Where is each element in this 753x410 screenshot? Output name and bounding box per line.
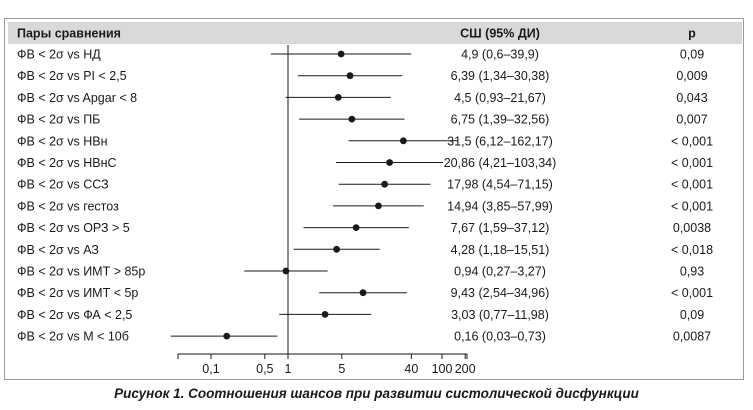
header-p: p: [688, 27, 696, 41]
row-label: ФВ < 2σ vs PI < 2,5: [17, 69, 127, 83]
or-ci-value: 20,86 (4,21–103,34): [444, 156, 557, 170]
forest-row: ФВ < 2σ vs НД 4,9 (0,6–39,9) 0,09: [17, 48, 704, 62]
or-point: [352, 224, 360, 232]
or-ci-value: 6,39 (1,34–30,38): [451, 69, 550, 83]
p-value: < 0,018: [671, 243, 713, 257]
x-tick-label: 40: [404, 362, 418, 376]
or-point: [223, 332, 231, 340]
or-point: [337, 50, 345, 58]
p-value: < 0,001: [671, 178, 713, 192]
forest-row: ФВ < 2σ vs НВнС 20,86 (4,21–103,34) < 0,00…: [17, 156, 713, 170]
p-value: 0,09: [680, 48, 704, 62]
row-label: ФВ < 2σ vs ФА < 2,5: [17, 308, 132, 322]
or-point: [386, 159, 393, 166]
forest-plot: Пары сравнения СШ (95% ДИ) p ФВ < 2σ vs …: [8, 22, 742, 376]
row-label: ФВ < 2σ vs ИМТ < 5р: [17, 286, 138, 300]
p-value: < 0,001: [671, 286, 713, 300]
p-value: 0,09: [680, 308, 704, 322]
or-point: [359, 289, 367, 297]
forest-row: ФВ < 2σ vs АЗ 4,28 (1,18–15,51) < 0,018: [17, 243, 713, 257]
row-label: ФВ < 2σ vs ИМТ > 85р: [17, 265, 145, 279]
or-point: [375, 202, 382, 210]
row-label: ФВ < 2σ vs Apgar < 8: [17, 91, 137, 105]
or-ci-value: 0,16 (0,03–0,73): [454, 330, 546, 344]
x-tick-label: 5: [338, 362, 345, 376]
or-ci-value: 4,28 (1,18–15,51): [451, 243, 550, 257]
or-ci-value: 9,43 (2,54–34,96): [451, 286, 550, 300]
header-pairs: Пары сравнения: [17, 27, 121, 41]
row-label: ФВ < 2σ vs гестоз: [17, 199, 119, 213]
forest-row: ФВ < 2σ vs ФА < 2,5 3,03 (0,77–11,98) 0,09: [17, 308, 704, 322]
x-tick-label: 1: [285, 362, 292, 376]
x-tick-label: 200: [455, 362, 476, 376]
forest-row: ФВ < 2σ vs НВн 31,5 (6,12–162,17) < 0,001: [17, 134, 713, 148]
row-label: ФВ < 2σ vs НД: [17, 48, 101, 62]
p-value: 0,007: [676, 113, 707, 127]
p-value: < 0,001: [671, 156, 713, 170]
or-point: [381, 180, 389, 188]
or-ci-value: 31,5 (6,12–162,17): [447, 134, 553, 148]
figure-frame: Пары сравнения СШ (95% ДИ) p ФВ < 2σ vs …: [4, 18, 744, 380]
or-ci-value: 0,94 (0,27–3,27): [454, 265, 546, 279]
forest-row: ФВ < 2σ vs ССЗ 17,98 (4,54–71,15) < 0,001: [17, 178, 713, 192]
or-point: [321, 311, 329, 318]
forest-row: ФВ < 2σ vs гестоз 14,94 (3,85–57,99) < 0,0…: [17, 199, 713, 213]
forest-row: ФВ < 2σ vs PI < 2,5 6,39 (1,34–30,38) 0,00…: [17, 69, 708, 83]
or-ci-value: 7,67 (1,59–37,12): [451, 221, 550, 235]
forest-row: ФВ < 2σ vs ПБ 6,75 (1,39–32,56) 0,007: [17, 113, 708, 127]
row-label: ФВ < 2σ vs М < 10б: [17, 330, 129, 344]
figure-caption: Рисунок 1. Соотношения шансов при развит…: [114, 386, 639, 401]
header-band: [8, 22, 742, 44]
row-label: ФВ < 2σ vs ПБ: [17, 113, 100, 127]
x-tick-label: 0,5: [256, 362, 273, 376]
x-tick-label: 100: [432, 362, 453, 376]
or-point: [348, 115, 356, 123]
forest-row: ФВ < 2σ vs ОРЗ > 5 7,67 (1,59–37,12) 0,003…: [17, 221, 711, 235]
or-ci-value: 3,03 (0,77–11,98): [451, 308, 549, 322]
or-ci-value: 17,98 (4,54–71,15): [447, 178, 553, 192]
or-ci-value: 4,5 (0,93–21,67): [454, 91, 546, 105]
p-value: < 0,001: [671, 199, 713, 213]
row-label: ФВ < 2σ vs ССЗ: [17, 178, 109, 192]
p-value: 0,009: [676, 69, 707, 83]
or-ci-value: 14,94 (3,85–57,99): [447, 199, 553, 213]
forest-row: ФВ < 2σ vs Apgar < 8 4,5 (0,93–21,67) 0,04…: [17, 91, 708, 105]
x-tick-label: 0,1: [202, 362, 219, 376]
row-label: ФВ < 2σ vs ОРЗ > 5: [17, 221, 130, 235]
or-ci-value: 4,9 (0,6–39,9): [461, 48, 539, 62]
p-value: 0,93: [680, 265, 704, 279]
forest-row: ФВ < 2σ vs М < 10б 0,16 (0,03–0,73) 0,0087: [17, 330, 711, 344]
header-or-ci: СШ (95% ДИ): [460, 27, 540, 41]
p-value: 0,043: [676, 91, 707, 105]
p-value: 0,0038: [673, 221, 711, 235]
or-point: [333, 245, 341, 253]
row-label: ФВ < 2σ vs АЗ: [17, 243, 99, 257]
or-ci-value: 6,75 (1,39–32,56): [451, 113, 550, 127]
or-point: [334, 94, 342, 101]
or-point: [399, 137, 407, 145]
p-value: 0,0087: [673, 330, 711, 344]
forest-row: ФВ < 2σ vs ИМТ > 85р 0,94 (0,27–3,27) 0,93: [17, 265, 704, 279]
p-value: < 0,001: [671, 134, 713, 148]
row-label: ФВ < 2σ vs НВнС: [17, 156, 117, 170]
row-label: ФВ < 2σ vs НВн: [17, 134, 108, 148]
forest-row: ФВ < 2σ vs ИМТ < 5р 9,43 (2,54–34,96) < 0,…: [17, 286, 713, 300]
or-point: [346, 72, 354, 80]
